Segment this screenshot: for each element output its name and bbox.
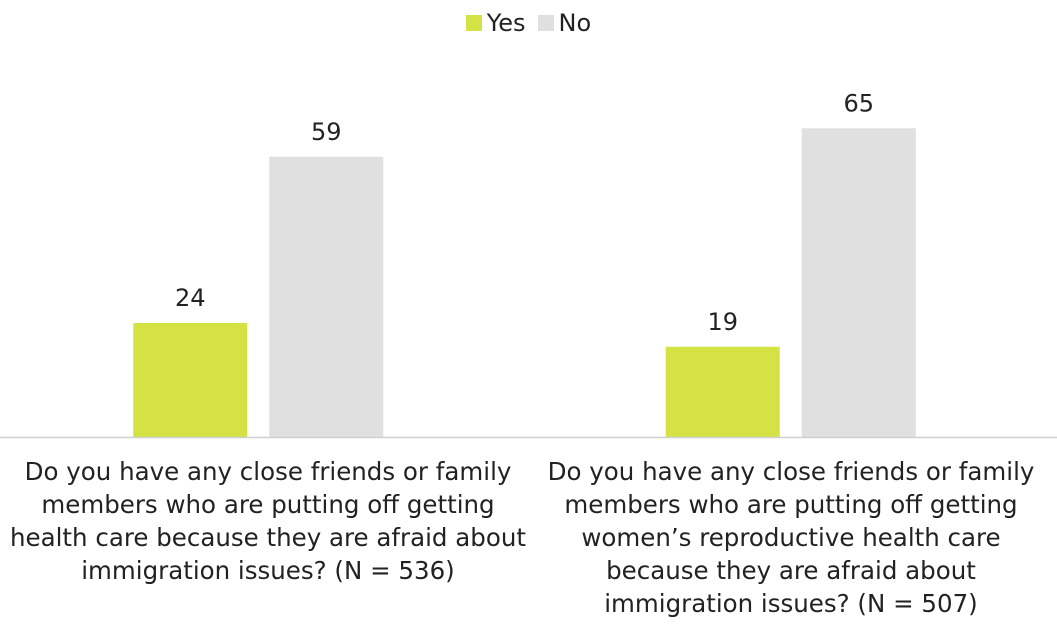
data-label-yes-1: 19 (707, 308, 738, 336)
data-label-no-1: 65 (843, 89, 874, 117)
category-label-health-care: Do you have any close friends or family … (8, 455, 528, 587)
category-label-reproductive-health-care: Do you have any close friends or family … (531, 455, 1051, 620)
data-label-yes-0: 24 (175, 284, 206, 312)
bar-yes-0 (133, 323, 247, 437)
data-label-no-0: 59 (311, 118, 342, 146)
bar-no-1 (802, 128, 916, 437)
bar-yes-1 (666, 347, 780, 437)
bar-no-0 (269, 157, 383, 437)
